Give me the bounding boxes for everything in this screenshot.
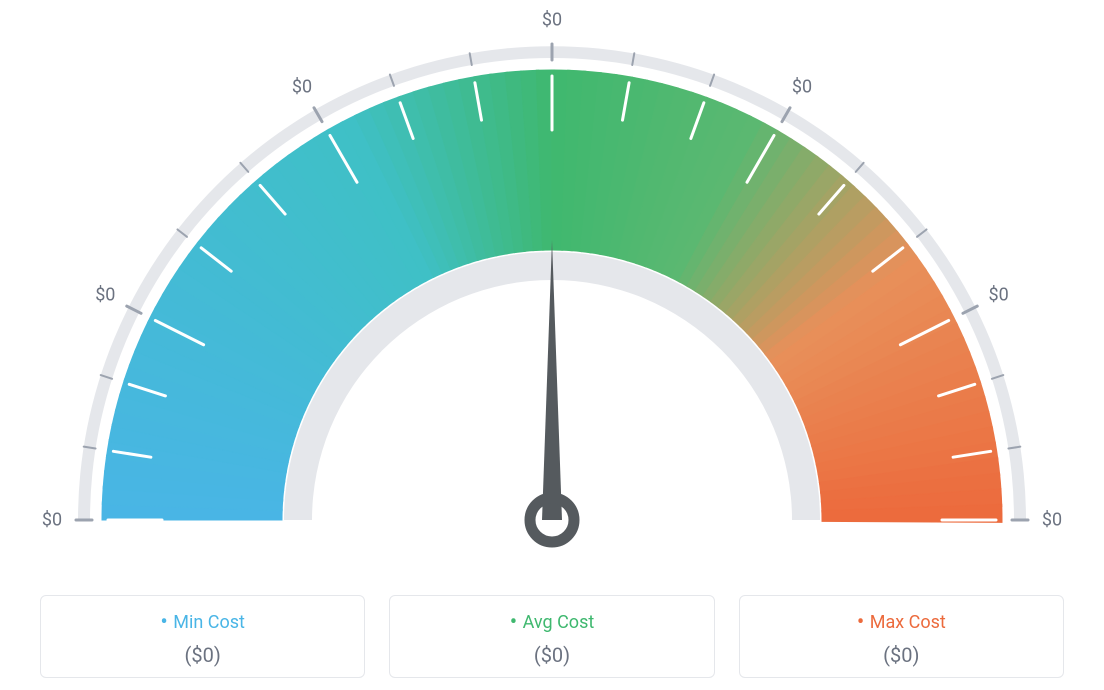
legend-value-min: ($0) — [41, 643, 364, 667]
gauge-tick-label: $0 — [542, 10, 562, 31]
gauge-tick-label: $0 — [1042, 510, 1062, 531]
legend-label-min: Min Cost — [41, 610, 364, 635]
gauge: $0 $0 $0 $0 $0 $0 $0 — [0, 0, 1104, 560]
legend-value-max: ($0) — [740, 643, 1063, 667]
legend-card-min: Min Cost ($0) — [40, 595, 365, 678]
legend-label-avg: Avg Cost — [390, 610, 713, 635]
gauge-tick-label: $0 — [989, 285, 1009, 306]
legend-card-avg: Avg Cost ($0) — [389, 595, 714, 678]
legend-value-avg: ($0) — [390, 643, 713, 667]
legend-card-max: Max Cost ($0) — [739, 595, 1064, 678]
legend-label-max: Max Cost — [740, 610, 1063, 635]
legend: Min Cost ($0) Avg Cost ($0) Max Cost ($0… — [40, 595, 1064, 678]
gauge-tick-label: $0 — [95, 285, 115, 306]
cost-gauge-infographic: $0 $0 $0 $0 $0 $0 $0 Min Cost ($0) Avg Cost ($… — [0, 0, 1104, 690]
gauge-tick-label: $0 — [292, 76, 312, 97]
gauge-svg — [0, 0, 1104, 560]
gauge-tick-label: $0 — [42, 510, 62, 531]
gauge-tick-label: $0 — [792, 76, 812, 97]
